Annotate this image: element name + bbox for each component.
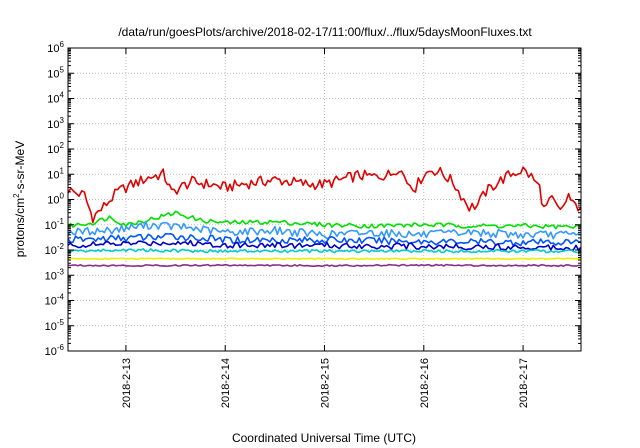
y-tick-label: 10-6 [45,343,65,358]
x-axis-ticks: 2018-2-13 2018-2-14 2018-2-15 2018-2-16 2018… [121,48,530,408]
x-tick-label: 2018-2-13 [121,358,133,408]
series-line-1 [67,210,582,230]
grid [68,48,581,351]
y-axis-label: protons/cm2-s-sr-MeV [12,141,27,257]
series-line-4 [67,239,582,251]
y-tick-label: 10-2 [45,242,65,257]
y-tick-label: 10-1 [45,217,65,232]
series-line-2 [67,220,582,240]
y-tick-label: 106 [47,40,64,55]
series-line-7 [67,263,582,268]
x-tick-label: 2018-2-17 [518,358,530,408]
chart-title: /data/run/goesPlots/archive/2018-02-17/1… [118,25,532,39]
y-tick-label: 105 [47,65,64,80]
y-tick-label: 101 [47,166,64,181]
y-tick-label: 10-5 [45,318,65,333]
series-line-5 [67,248,582,254]
x-tick-label: 2018-2-14 [220,358,232,408]
y-tick-label: 10-4 [45,293,65,308]
y-tick-label: 10-3 [45,267,65,282]
x-tick-label: 2018-2-15 [320,358,332,408]
y-tick-label: 100 [47,192,64,207]
series-line-0 [67,166,582,224]
x-axis-label: Coordinated Universal Time (UTC) [232,431,416,445]
series-line-6 [67,257,582,261]
y-tick-label: 102 [47,141,64,156]
series-line-3 [67,232,582,247]
x-tick-label: 2018-2-16 [419,358,431,408]
y-tick-label: 103 [47,116,64,131]
series-group [67,166,582,268]
y-axis-ticks: 10-6 10-5 10-4 10-3 10-2 10-1 100 101 102 103 104 1… [45,40,581,358]
y-tick-label: 104 [47,91,64,106]
